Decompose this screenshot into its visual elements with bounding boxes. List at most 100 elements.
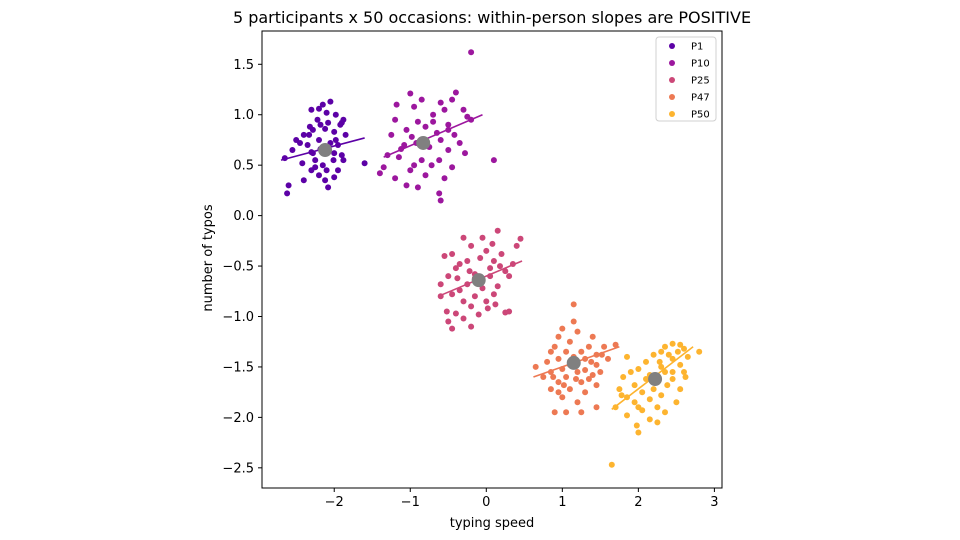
point-p25-5 [517, 235, 524, 242]
y-tick-label-3: 0.0 [233, 209, 254, 224]
point-p47-6 [566, 338, 573, 345]
point-p25-34 [452, 310, 459, 317]
series-p10 [376, 49, 497, 204]
point-p50-27 [631, 399, 638, 406]
point-p25-35 [502, 309, 509, 316]
legend-label-p10: P10 [691, 59, 710, 70]
point-p47-34 [582, 389, 589, 396]
point-p10-14 [445, 121, 452, 128]
point-p1-9 [322, 125, 329, 132]
point-p25-22 [494, 283, 501, 290]
point-p10-15 [422, 123, 429, 130]
point-p1-2 [308, 106, 315, 113]
point-p1-11 [300, 131, 307, 138]
point-p50-49 [618, 392, 625, 399]
point-p50-45 [674, 348, 681, 355]
point-p50-39 [650, 386, 657, 393]
point-p25-19 [506, 273, 513, 280]
point-p25-9 [498, 251, 505, 257]
point-p1-43 [332, 137, 339, 143]
point-p25-23 [479, 285, 486, 292]
point-p1-27 [299, 160, 306, 167]
point-p1-37 [285, 182, 292, 189]
point-p1-35 [300, 177, 307, 184]
point-p25-15 [487, 265, 494, 272]
point-p47-30 [578, 379, 585, 386]
point-p25-18 [445, 273, 452, 280]
point-p47-4 [555, 333, 562, 340]
point-p25-2 [460, 234, 467, 241]
legend-label-p50: P50 [691, 110, 710, 121]
y-tick-label-1: 1.0 [233, 108, 254, 123]
point-p10-13 [414, 118, 421, 125]
point-p10-30 [380, 164, 387, 171]
point-p50-6 [650, 351, 657, 358]
point-p10-45 [456, 140, 463, 146]
series-p50 [608, 340, 703, 468]
point-p50-5 [658, 348, 665, 355]
point-p50-9 [643, 358, 649, 365]
point-p10-26 [395, 154, 402, 161]
mean-marker-p1 [318, 143, 333, 158]
point-p1-48 [330, 157, 337, 164]
point-p50-0 [669, 340, 676, 347]
point-p50-31 [662, 409, 668, 416]
point-p50-48 [682, 374, 689, 380]
point-p47-40 [578, 409, 585, 416]
point-p10-4 [418, 96, 425, 103]
point-p10-6 [411, 103, 418, 110]
point-p1-28 [319, 162, 326, 169]
point-p1-40 [297, 140, 303, 146]
point-p25-40 [449, 325, 456, 332]
x-tick-label-0: −2 [325, 495, 344, 510]
x-tick-label-2: 0 [482, 495, 490, 510]
point-p10-24 [445, 147, 452, 153]
point-p25-30 [460, 298, 467, 305]
point-p25-44 [513, 242, 520, 249]
point-p1-24 [340, 157, 347, 164]
point-p25-6 [483, 247, 490, 254]
point-p47-10 [547, 348, 554, 355]
point-p10-7 [437, 99, 444, 106]
mean-marker-p10 [416, 135, 431, 150]
legend-marker-p50 [669, 111, 675, 117]
x-tick-label-4: 2 [634, 495, 642, 510]
legend-label-p47: P47 [691, 93, 710, 104]
point-p25-49 [492, 301, 499, 308]
mean-marker-p25 [471, 273, 486, 288]
point-p50-41 [684, 353, 691, 360]
point-p25-12 [456, 261, 463, 267]
point-p47-1 [570, 318, 577, 325]
point-p25-0 [494, 227, 501, 234]
point-p10-36 [422, 172, 429, 179]
series-p25 [437, 227, 524, 332]
point-p50-22 [639, 389, 646, 396]
y-tick-label-6: −1.5 [222, 360, 254, 375]
point-p10-38 [441, 175, 448, 182]
legend: P1 P10 P25 P47 P50 [655, 36, 717, 122]
axes: −2 −1 0 1 2 3 1.5 1.0 0.5 0.0 −0.5 −1.0 −1.5 −2.0 −2.5 [222, 30, 723, 510]
point-p1-12 [331, 128, 338, 135]
point-p10-29 [411, 162, 418, 169]
point-p50-44 [664, 382, 671, 389]
legend-label-p25: P25 [691, 76, 710, 87]
point-p10-16 [403, 126, 410, 133]
point-p47-45 [588, 358, 595, 365]
point-p25-16 [502, 268, 509, 275]
point-p50-25 [646, 396, 653, 403]
point-p47-31 [593, 382, 600, 389]
point-p10-10 [460, 106, 467, 113]
point-p25-25 [449, 291, 456, 298]
point-p1-17 [304, 142, 311, 148]
point-p50-47 [635, 404, 642, 411]
point-p10-2 [449, 96, 456, 103]
legend-marker-p25 [669, 77, 675, 83]
point-p1-32 [316, 172, 322, 179]
point-p10-27 [418, 157, 425, 164]
point-p1-30 [335, 167, 341, 174]
point-p47-7 [585, 343, 592, 350]
point-p47-5 [589, 333, 596, 340]
point-p1-49 [312, 164, 319, 171]
point-p47-48 [550, 374, 557, 380]
point-p25-7 [449, 251, 456, 257]
